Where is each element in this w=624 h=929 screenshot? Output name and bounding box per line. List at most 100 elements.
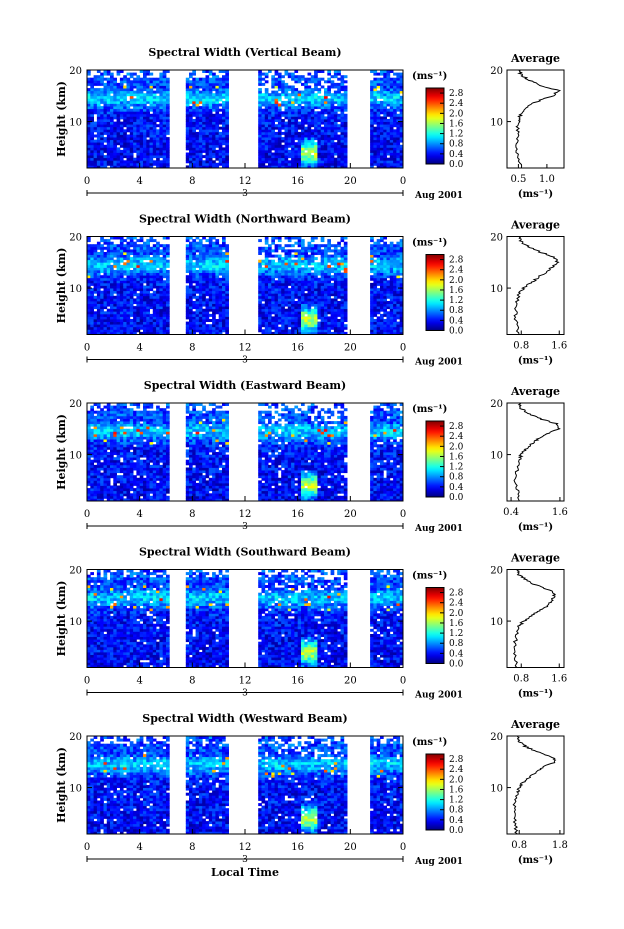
heatmap-cell: [301, 244, 305, 248]
heatmap-cell: [96, 160, 101, 164]
heatmap-cell: [333, 157, 338, 161]
heatmap-cell: [330, 257, 335, 261]
heatmap-cell: [100, 252, 104, 255]
heatmap-cell: [149, 246, 154, 250]
heatmap-cell: [136, 131, 141, 135]
heatmap-cell: [317, 321, 322, 325]
heatmap-cell: [307, 277, 312, 281]
avg-x-tick-label: 0.5: [510, 174, 526, 185]
heatmap-cell: [195, 295, 200, 299]
heatmap-cell: [113, 126, 117, 130]
heatmap-cell: [281, 124, 285, 128]
heatmap-cell: [192, 85, 196, 89]
heatmap-cell: [310, 272, 315, 276]
heatmap-cell: [225, 108, 229, 112]
heatmap-cell: [192, 324, 196, 328]
heatmap-cell: [370, 126, 374, 130]
heatmap-cell: [277, 139, 282, 143]
heatmap-cell: [258, 82, 262, 86]
heatmap-cell: [195, 282, 200, 286]
heatmap-cell: [215, 98, 220, 102]
heatmap-cell: [215, 311, 220, 315]
heatmap-cell: [166, 152, 170, 156]
heatmap-cell: [87, 111, 91, 115]
heatmap-cell: [202, 244, 206, 248]
heatmap-cell: [133, 321, 137, 325]
heatmap-cell: [264, 270, 269, 273]
heatmap-cell: [271, 82, 275, 86]
heatmap-cell: [106, 288, 111, 292]
heatmap-cell: [136, 124, 141, 128]
heatmap-cell: [264, 331, 269, 335]
heatmap-cell: [277, 308, 282, 312]
heatmap-cell: [87, 80, 91, 84]
heatmap-cell: [133, 134, 137, 138]
heatmap-cell: [159, 285, 164, 289]
heatmap-cell: [110, 111, 114, 115]
heatmap-cell: [93, 106, 98, 110]
heatmap-cell: [100, 264, 104, 268]
heatmap-cell: [90, 162, 94, 166]
heatmap-cell: [333, 165, 338, 169]
heatmap-cell: [370, 162, 374, 166]
heatmap-cell: [113, 160, 117, 164]
heatmap-cell: [185, 293, 190, 297]
heatmap-cell: [123, 326, 127, 330]
heatmap-cell: [149, 272, 154, 276]
heatmap-cell: [143, 85, 147, 89]
heatmap-cell: [340, 277, 345, 281]
heatmap-cell: [198, 121, 203, 125]
heatmap-cell: [139, 147, 144, 151]
heatmap-cell: [294, 259, 299, 263]
heatmap-cell: [93, 290, 98, 294]
heatmap-cell: [103, 82, 108, 86]
heatmap-cell: [380, 277, 384, 281]
heatmap-cell: [205, 254, 210, 258]
heatmap-cell: [198, 93, 203, 97]
heatmap-cell: [307, 77, 312, 81]
heatmap-cell: [136, 326, 141, 330]
heatmap-cell: [284, 277, 289, 281]
heatmap-cell: [268, 165, 272, 169]
heatmap-cell: [195, 270, 200, 273]
heatmap-cell: [268, 106, 272, 110]
heatmap-cell: [258, 295, 262, 299]
heatmap-cell: [291, 162, 295, 166]
heatmap-cell: [139, 298, 144, 302]
heatmap-cell: [330, 262, 335, 266]
heatmap-cell: [152, 152, 157, 156]
heatmap-cell: [317, 134, 322, 138]
heatmap-cell: [274, 298, 279, 302]
panel-2: Spectral Width (Northward Beam)1020Heigh…: [55, 213, 567, 368]
heatmap-cell: [389, 119, 394, 122]
heatmap-cell: [100, 254, 104, 258]
heatmap-cell: [264, 165, 269, 169]
heatmap-cell: [195, 124, 200, 128]
heatmap-cell: [202, 282, 206, 286]
heatmap-cell: [327, 111, 331, 115]
heatmap-cell: [327, 319, 331, 322]
heatmap-cell: [271, 129, 275, 133]
heatmap-cell: [271, 262, 275, 266]
heatmap-cell: [310, 326, 315, 330]
heatmap-cell: [297, 244, 302, 248]
heatmap-cell: [129, 162, 134, 166]
heatmap-cell: [106, 326, 111, 330]
heatmap-cell: [225, 254, 229, 258]
heatmap-cell: [208, 95, 213, 99]
heatmap-cell: [100, 90, 104, 94]
heatmap-cell: [106, 144, 111, 148]
heatmap-cell: [281, 272, 285, 276]
heatmap-cell: [212, 149, 216, 153]
heatmap-cell: [301, 313, 305, 317]
heatmap-cell: [215, 282, 220, 286]
heatmap-cell: [149, 124, 154, 128]
heatmap-cell: [139, 77, 144, 81]
heatmap-cell: [215, 319, 220, 322]
heatmap-cell: [225, 262, 229, 266]
heatmap-cell: [116, 316, 121, 320]
heatmap-cell: [146, 290, 150, 294]
heatmap-cell: [314, 301, 318, 304]
heatmap-cell: [218, 306, 223, 310]
heatmap-cell: [297, 252, 302, 255]
